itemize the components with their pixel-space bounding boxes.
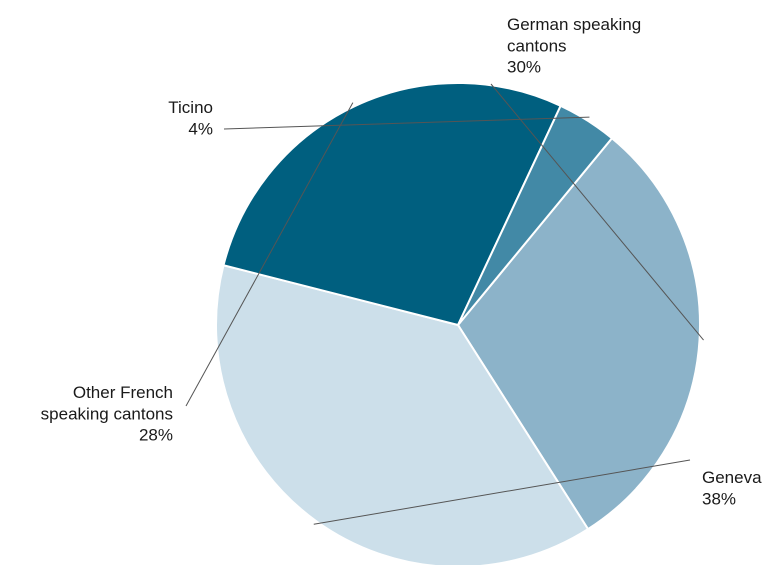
pie-slices [215, 82, 701, 568]
leader-lines [185, 83, 704, 525]
leader-line-3 [223, 116, 590, 130]
slice-value-label-3: 4% [188, 119, 213, 138]
slice-label-1: Geneva 38% [702, 468, 762, 508]
slice-label-3: Ticino 4% [168, 98, 213, 138]
slice-labels: German speaking cantons 30% Geneva 38% Other … [41, 15, 762, 508]
slice-label-2: Other French speaking cantons 28% [41, 383, 173, 445]
slice-name-label-2: Other French [73, 383, 173, 402]
slice-name-label-0: German speaking [507, 15, 641, 34]
pie-slice-3 [457, 104, 614, 326]
slice-name-label-0: cantons [507, 36, 567, 55]
slice-name-label-1: Geneva [702, 468, 762, 487]
slice-value-label-1: 38% [702, 489, 736, 508]
pie-slice-0 [456, 136, 701, 531]
slice-value-label-2: 28% [139, 426, 173, 445]
slice-label-0: German speaking cantons 30% [507, 15, 641, 77]
slice-name-label-3: Ticino [168, 98, 213, 117]
leader-line-2 [185, 102, 354, 407]
slice-name-label-2: speaking cantons [41, 404, 173, 423]
pie-slice-1 [215, 264, 590, 568]
leader-line-1 [313, 459, 691, 525]
pie-slice-2 [222, 82, 562, 327]
slice-value-label-0: 30% [507, 58, 541, 77]
leader-line-0 [490, 83, 704, 341]
